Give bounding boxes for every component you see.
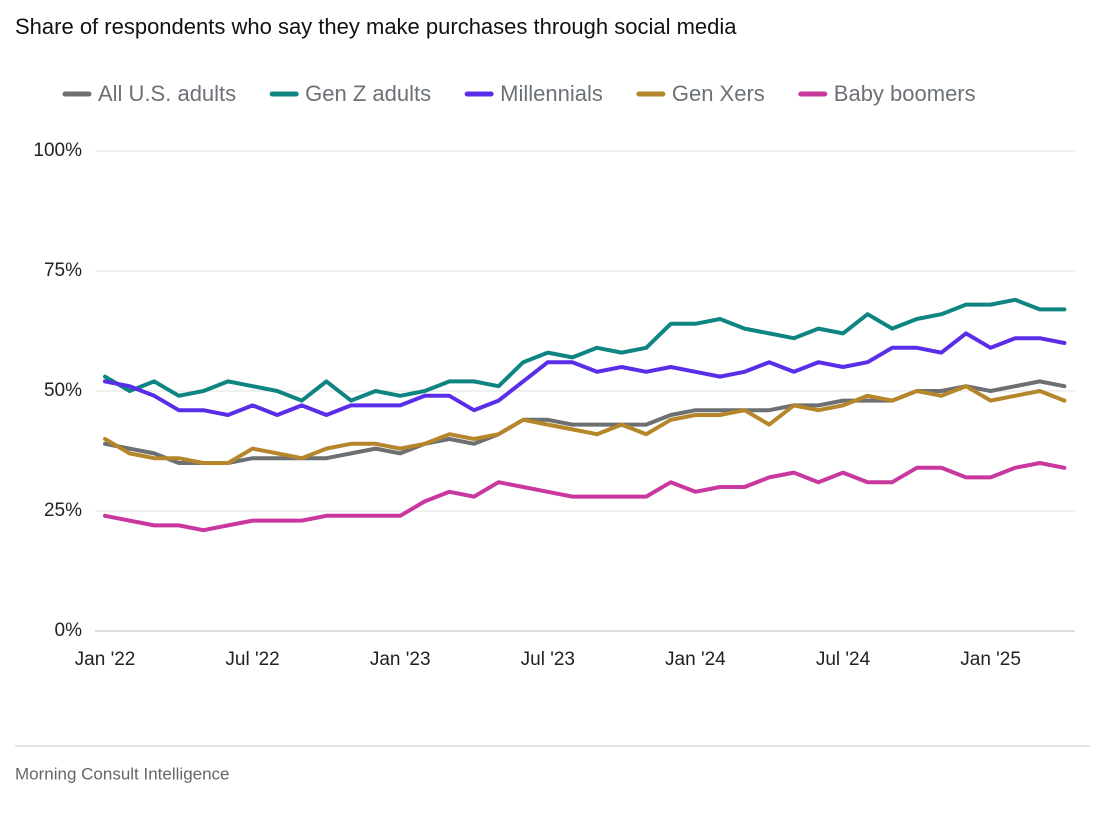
x-tick-label: Jul '23	[521, 649, 575, 670]
line	[103, 297, 1067, 403]
legend-label: Gen Xers	[672, 81, 765, 106]
source: Morning Consult Intelligence	[15, 764, 230, 783]
y-tick-label: 100%	[33, 140, 82, 161]
chart-title: Share of respondents who say they make p…	[15, 14, 737, 39]
y-tick-label: 0%	[55, 620, 83, 641]
x-tick-label: Jan '23	[370, 649, 431, 670]
x-tick-label: Jul '24	[816, 649, 871, 670]
legend-label: Baby boomers	[834, 81, 976, 106]
x-tick-label: Jan '22	[75, 649, 136, 670]
y-tick-label: 25%	[44, 500, 82, 521]
y-tick-label: 75%	[44, 260, 82, 281]
x-tick-label: Jul '22	[225, 649, 279, 670]
x-tick-label: Jan '25	[960, 649, 1021, 670]
legend-label: All U.S. adults	[98, 81, 236, 106]
legend-label: Millennials	[500, 81, 603, 106]
line	[103, 461, 1067, 533]
line	[103, 384, 1067, 465]
y-tick-label: 50%	[44, 380, 82, 401]
legend-label: Gen Z adults	[305, 81, 431, 106]
x-tick-label: Jan '24	[665, 649, 726, 670]
line	[103, 331, 1067, 417]
